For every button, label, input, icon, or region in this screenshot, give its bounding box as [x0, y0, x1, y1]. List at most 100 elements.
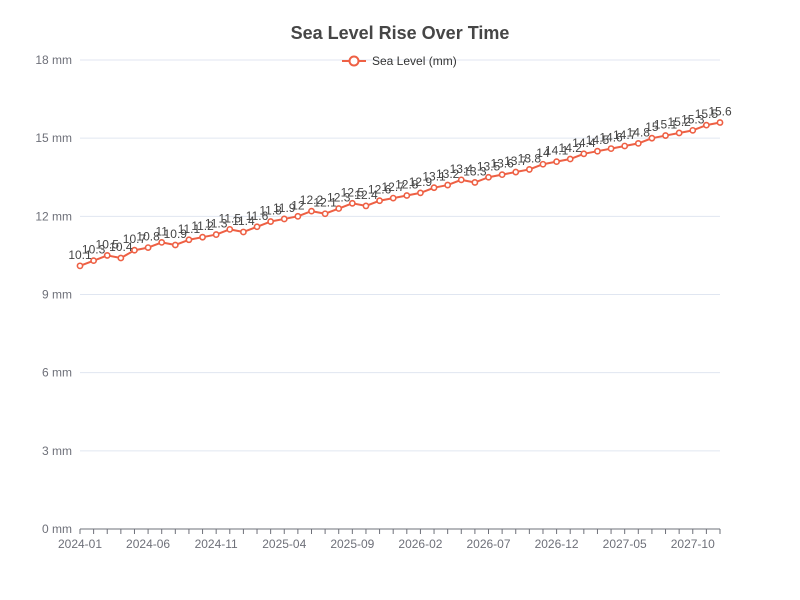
data-point[interactable] — [525, 166, 533, 173]
data-point[interactable] — [348, 199, 356, 207]
data-point[interactable] — [131, 246, 138, 254]
data-label: 13.5 — [477, 159, 501, 173]
legend[interactable]: Sea Level (mm) — [342, 54, 457, 68]
data-point[interactable] — [580, 150, 588, 158]
data-point[interactable] — [498, 171, 506, 179]
data-label: 14.2 — [559, 141, 583, 155]
data-point[interactable] — [362, 202, 370, 210]
data-label: 11.5 — [219, 211, 242, 225]
data-point[interactable] — [675, 129, 683, 137]
data-point[interactable] — [308, 207, 315, 215]
data-point[interactable] — [280, 215, 288, 223]
data-label: 14.6 — [599, 131, 623, 145]
y-tick-label: 9 mm — [42, 288, 72, 302]
data-point[interactable] — [648, 134, 656, 142]
data-point[interactable] — [689, 126, 697, 134]
data-label: 11.8 — [259, 204, 282, 218]
data-point[interactable] — [267, 218, 275, 225]
x-axis: 2024-01 2024-06 2024-11 2025-04 2025-09 2026-… — [58, 528, 721, 551]
data-point[interactable] — [702, 121, 710, 129]
data-point[interactable] — [76, 262, 84, 270]
data-point[interactable] — [321, 210, 329, 218]
y-tick-label: 15 mm — [35, 131, 72, 145]
data-point[interactable] — [117, 254, 125, 262]
data-point[interactable] — [376, 197, 383, 205]
data-point[interactable] — [634, 139, 642, 147]
data-label: 11.3 — [205, 217, 228, 231]
data-label: 11.9 — [273, 201, 296, 215]
x-tick-label: 2026-12 — [535, 537, 579, 551]
data-label: 12.2 — [300, 193, 324, 207]
data-label: 10.4 — [109, 240, 133, 254]
data-point[interactable] — [417, 189, 424, 197]
data-point[interactable] — [226, 225, 234, 233]
data-label: 10.7 — [123, 232, 147, 246]
data-label: 11 — [155, 224, 168, 238]
x-tick-label: 2027-10 — [671, 537, 715, 551]
data-point[interactable] — [485, 173, 492, 181]
data-point[interactable] — [512, 168, 520, 176]
data-point[interactable] — [444, 181, 452, 189]
data-point[interactable] — [389, 194, 397, 202]
data-label: 13.7 — [504, 154, 528, 168]
data-label: 11.4 — [232, 214, 255, 228]
data-label: 12.5 — [341, 185, 365, 199]
data-label: 10.3 — [82, 243, 106, 257]
data-point[interactable] — [566, 155, 574, 163]
data-point[interactable] — [199, 233, 206, 241]
data-point[interactable] — [430, 184, 438, 192]
data-label: 15.1 — [654, 118, 678, 132]
data-point[interactable] — [103, 252, 111, 259]
data-point[interactable] — [471, 179, 479, 186]
y-tick-label: 12 mm — [35, 209, 72, 223]
data-point[interactable] — [240, 228, 247, 236]
data-point[interactable] — [171, 241, 179, 249]
data-point[interactable] — [144, 244, 152, 251]
data-label: 12.7 — [382, 180, 406, 194]
data-label: 13.3 — [463, 164, 487, 178]
data-label: 11.2 — [191, 219, 214, 233]
data-label: 12.9 — [409, 175, 433, 189]
data-label: 12.4 — [354, 188, 378, 202]
data-label: 13.1 — [422, 170, 446, 184]
data-point[interactable] — [212, 231, 220, 238]
data-label: 14.5 — [586, 133, 610, 147]
series-line-group — [76, 119, 724, 270]
data-point[interactable] — [185, 236, 193, 244]
data-point[interactable] — [662, 132, 669, 139]
data-point[interactable] — [553, 158, 560, 166]
grid-lines — [80, 59, 720, 452]
x-tick-label: 2027-05 — [603, 537, 647, 551]
data-point[interactable] — [539, 160, 547, 168]
data-label: 12.8 — [395, 177, 419, 191]
data-label: 15.3 — [681, 112, 705, 126]
data-label: 14.1 — [545, 144, 569, 158]
x-tick-label: 2025-04 — [262, 537, 306, 551]
data-point[interactable] — [716, 119, 724, 126]
data-point[interactable] — [403, 192, 411, 199]
data-point[interactable] — [457, 176, 465, 184]
data-label: 12.3 — [327, 191, 351, 205]
data-label: 10.9 — [164, 227, 188, 241]
data-label: 13.4 — [450, 162, 474, 176]
y-tick-label: 3 mm — [42, 444, 72, 458]
data-point[interactable] — [253, 223, 261, 231]
data-point[interactable] — [158, 238, 166, 246]
data-label: 12.1 — [313, 196, 337, 210]
data-label: 14.7 — [613, 128, 637, 142]
data-label: 15 — [645, 120, 659, 134]
data-point[interactable] — [621, 142, 629, 150]
data-point[interactable] — [594, 147, 601, 155]
data-point[interactable] — [294, 212, 302, 220]
data-point[interactable] — [607, 145, 615, 152]
data-label: 10.8 — [136, 230, 160, 244]
x-tick-label: 2024-06 — [126, 537, 170, 551]
data-point[interactable] — [90, 257, 98, 265]
x-tick-label: 2026-02 — [398, 537, 442, 551]
y-tick-label: 18 mm — [35, 53, 72, 67]
data-point[interactable] — [335, 205, 343, 212]
data-label: 10.1 — [68, 248, 92, 262]
y-tick-label: 0 mm — [42, 522, 72, 536]
